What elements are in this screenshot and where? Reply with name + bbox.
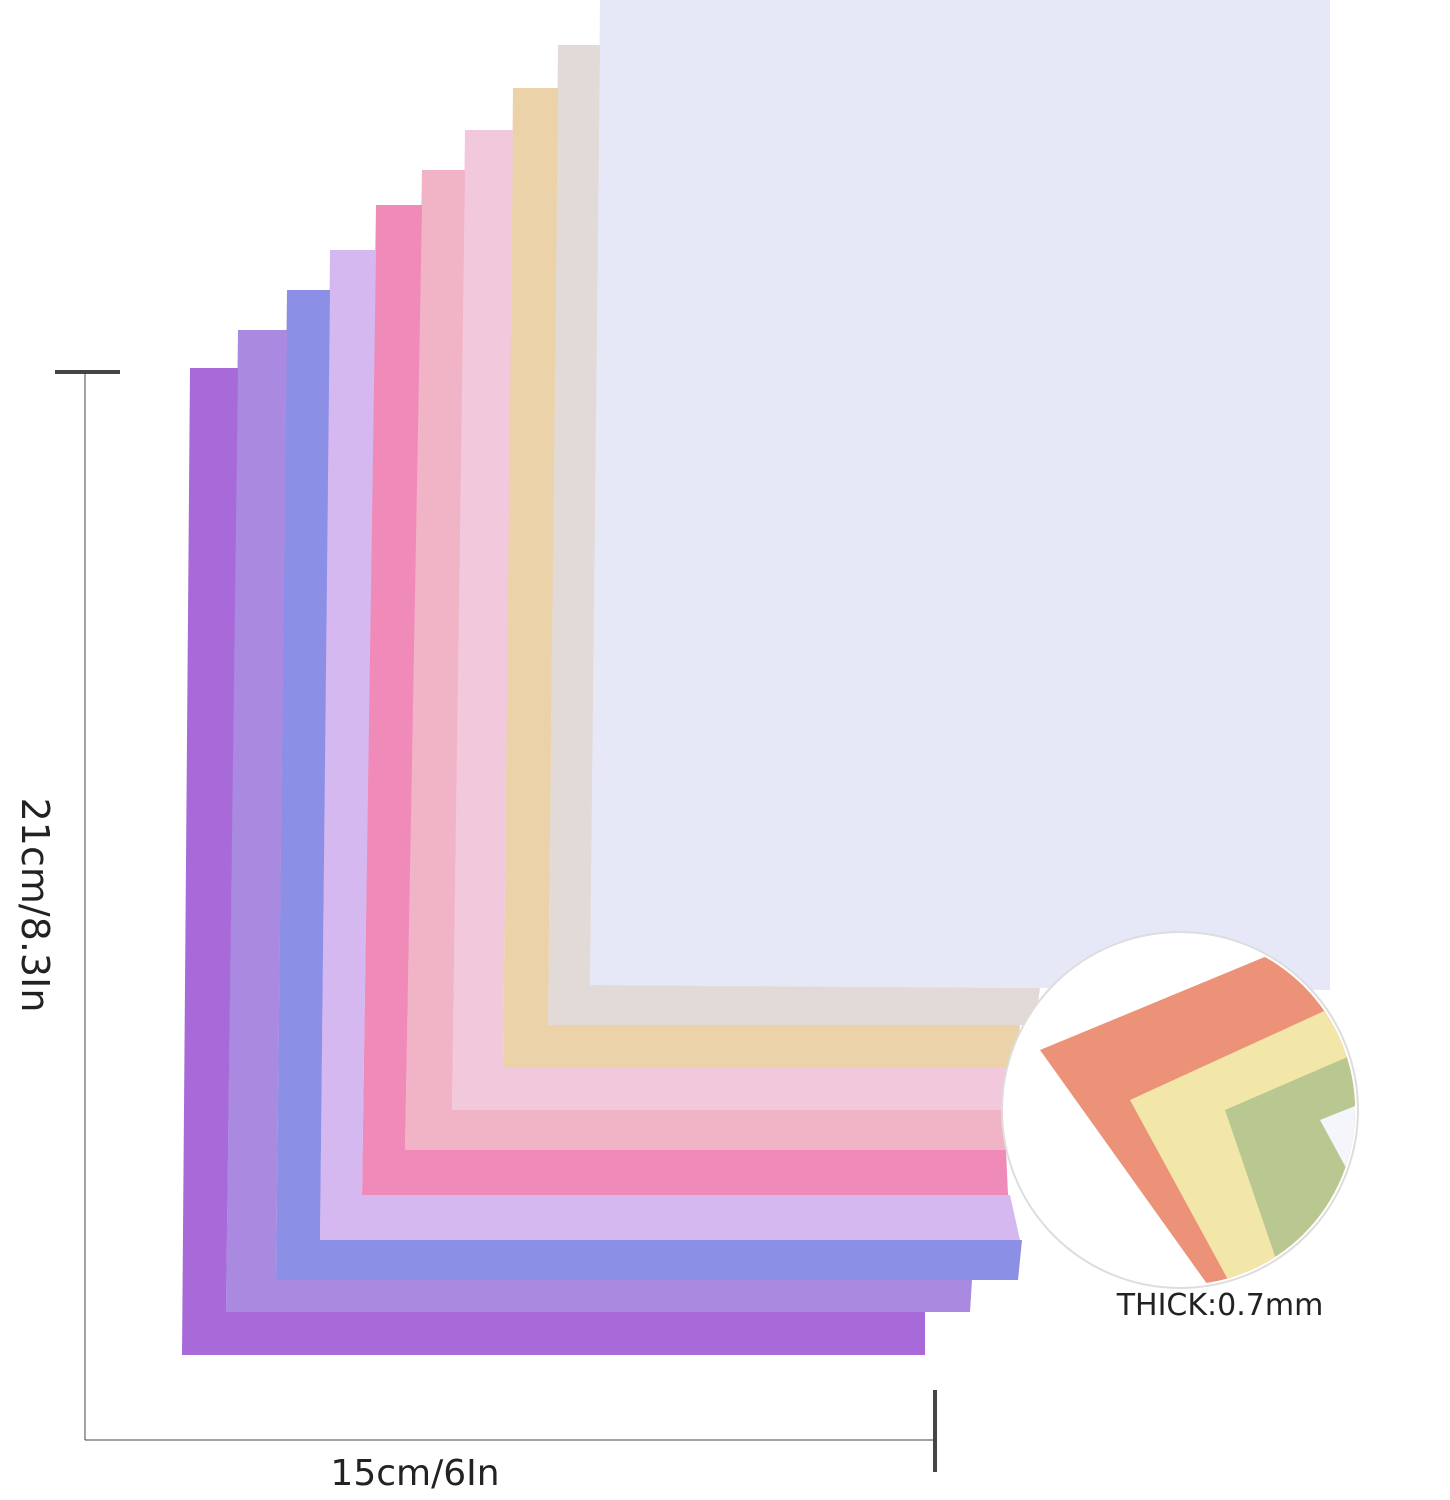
sheet (548, 45, 1040, 1025)
thickness-label: THICK:0.7mm (1116, 1288, 1324, 1323)
sheet (452, 130, 1010, 1110)
dimension-lines (55, 370, 937, 1472)
height-label: 21cm/8.3In (13, 798, 57, 1013)
foam-sheets (182, 0, 1330, 1355)
thickness-inset: THICK:0.7mm (1001, 931, 1359, 1323)
sheet (503, 88, 1020, 1068)
sheet (590, 0, 1330, 990)
width-label: 15cm/6In (330, 1453, 499, 1494)
